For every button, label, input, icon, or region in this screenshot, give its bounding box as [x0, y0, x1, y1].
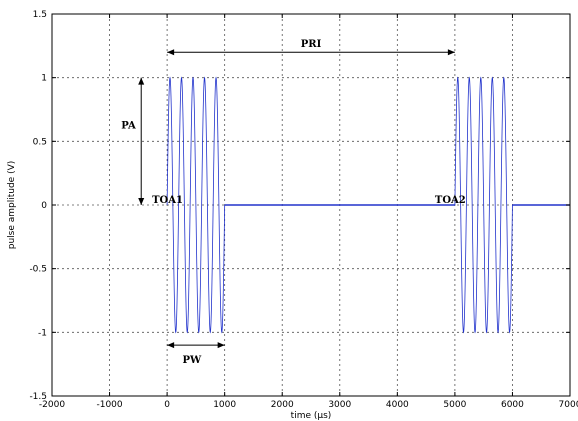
- toa2-label: TOA2: [435, 195, 466, 206]
- signal-series: [166, 76, 570, 334]
- x-tick-label: 3000: [328, 400, 351, 410]
- x-tick-label: 2000: [271, 400, 294, 410]
- x-tick-label: 7000: [559, 400, 578, 410]
- x-tick-label: -1000: [96, 400, 122, 410]
- pw-arrow-head-left: [167, 342, 175, 349]
- y-tick-label: -1.5: [29, 392, 47, 402]
- y-tick-label: -1: [38, 328, 47, 338]
- y-tick-label: -0.5: [29, 265, 47, 275]
- x-tick-label: 1000: [213, 400, 236, 410]
- pw-arrow-head-right: [217, 342, 225, 349]
- pa-arrow-head-top: [138, 77, 145, 85]
- y-tick-label: 1.5: [33, 10, 47, 20]
- pri-arrow-head-left: [167, 49, 175, 56]
- pw-label: PW: [183, 355, 203, 366]
- x-axis-title: time (µs): [291, 411, 332, 421]
- pa-label: PA: [121, 121, 136, 132]
- pa-arrow-head-bottom: [138, 198, 145, 205]
- pri-arrow-head-right: [447, 49, 455, 56]
- pulse-waveform: [454, 76, 513, 334]
- axis-ticks: -2000 -1000 0 1000 2000 3000 4000 5000 6000 7000 -…: [29, 10, 578, 410]
- pri-label: PRI: [301, 39, 322, 50]
- x-tick-label: -2000: [39, 400, 65, 410]
- toa1-label: TOA1: [152, 195, 183, 206]
- x-tick-label: 5000: [443, 400, 466, 410]
- y-tick-label: 0: [41, 201, 47, 211]
- x-tick-label: 4000: [386, 400, 409, 410]
- pulse-waveform: [166, 76, 226, 334]
- annotations: PRI PA PW TOA1 TOA2: [121, 39, 466, 366]
- x-tick-label: 6000: [501, 400, 524, 410]
- y-tick-label: 0.5: [33, 137, 47, 147]
- x-tick-label: 0: [164, 400, 170, 410]
- y-tick-label: 1: [41, 74, 47, 84]
- y-axis-title: pulse amplitude (V): [7, 161, 17, 250]
